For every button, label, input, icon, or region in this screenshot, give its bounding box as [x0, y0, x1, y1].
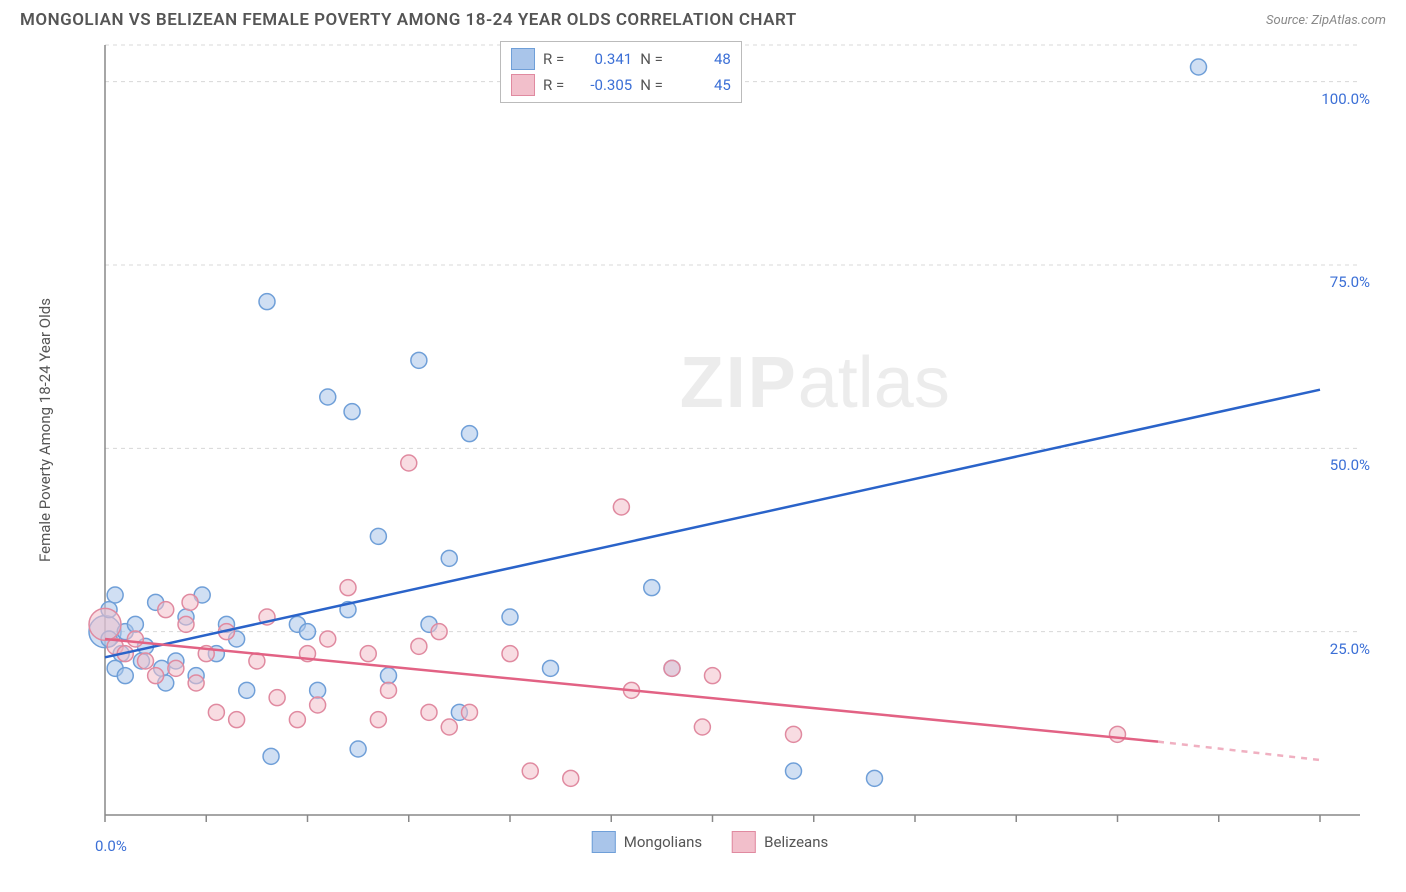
scatter-chart [55, 35, 1365, 825]
y-tick-label: 75.0% [1330, 273, 1370, 291]
y-tick-label: 25.0% [1330, 640, 1370, 658]
swatch-belizeans [511, 74, 535, 96]
swatch-mongolians [511, 48, 535, 70]
legend-row-mongolians: R = 0.341 N = 48 [511, 46, 731, 72]
series-legend: Mongolians Belizeans [592, 831, 828, 853]
r-value-mongolians: 0.341 [572, 50, 632, 68]
y-axis-label: Female Poverty Among 18-24 Year Olds [36, 298, 54, 562]
legend-row-belizeans: R = -0.305 N = 45 [511, 72, 731, 98]
source-label: Source: ZipAtlas.com [1266, 13, 1386, 28]
chart-title: MONGOLIAN VS BELIZEAN FEMALE POVERTY AMO… [20, 10, 797, 30]
legend-label: Mongolians [624, 833, 702, 851]
r-value-belizeans: -0.305 [572, 76, 632, 94]
chart-container: Female Poverty Among 18-24 Year Olds ZIP… [55, 35, 1365, 825]
swatch-mongolians [592, 831, 616, 853]
n-label: N = [640, 76, 663, 94]
n-label: N = [640, 50, 663, 68]
r-label: R = [543, 50, 564, 68]
y-tick-label: 50.0% [1330, 456, 1370, 474]
swatch-belizeans [732, 831, 756, 853]
n-value-belizeans: 45 [671, 76, 731, 94]
r-label: R = [543, 76, 564, 94]
legend-label: Belizeans [764, 833, 828, 851]
y-tick-label: 100.0% [1321, 90, 1370, 108]
n-value-mongolians: 48 [671, 50, 731, 68]
legend-item-belizeans: Belizeans [732, 831, 828, 853]
legend-item-mongolians: Mongolians [592, 831, 702, 853]
x-tick-min: 0.0% [95, 837, 127, 855]
correlation-legend: R = 0.341 N = 48 R = -0.305 N = 45 [500, 41, 742, 103]
